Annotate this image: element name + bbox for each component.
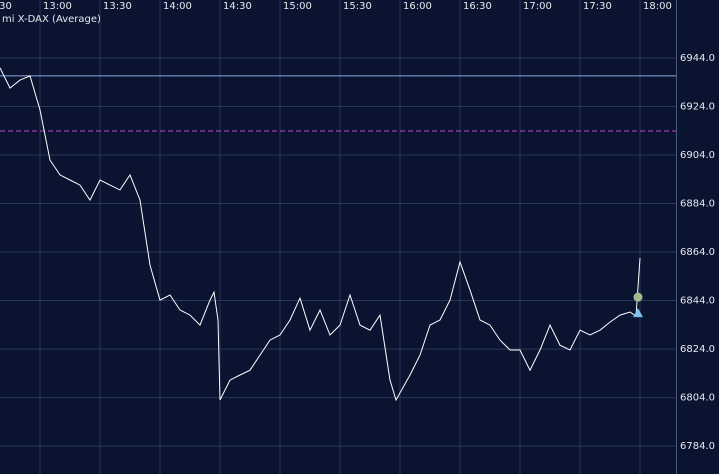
y-tick-label: 6944.0: [680, 53, 715, 64]
x-tick-label: 15:00: [283, 1, 312, 12]
x-tick-label: 13:00: [43, 1, 72, 12]
x-tick-label: 16:30: [463, 1, 492, 12]
x-tick-label: 16:00: [403, 1, 432, 12]
x-tick-label: 14:30: [223, 1, 252, 12]
chart-title: mi X-DAX (Average): [2, 14, 101, 25]
grid: [0, 0, 676, 474]
x-tick-label: 12:30: [0, 1, 12, 12]
price-line: [0, 67, 641, 402]
x-tick-label: 14:00: [163, 1, 192, 12]
y-tick-label: 6804.0: [680, 393, 715, 404]
marker: [633, 292, 643, 302]
x-tick-label: 13:30: [103, 1, 132, 12]
y-tick-label: 6824.0: [680, 344, 715, 355]
y-tick-label: 6864.0: [680, 247, 715, 258]
y-tick-label: 6924.0: [680, 101, 715, 112]
x-tick-label: 18:00: [643, 1, 672, 12]
y-tick-label: 6844.0: [680, 296, 715, 307]
x-tick-label: 17:00: [523, 1, 552, 12]
x-tick-label: 17:30: [583, 1, 612, 12]
x-tick-label: 15:30: [343, 1, 372, 12]
y-tick-label: 6904.0: [680, 150, 715, 161]
marker: [633, 308, 643, 318]
y-tick-label: 6784.0: [680, 441, 715, 452]
y-tick-label: 6884.0: [680, 199, 715, 210]
